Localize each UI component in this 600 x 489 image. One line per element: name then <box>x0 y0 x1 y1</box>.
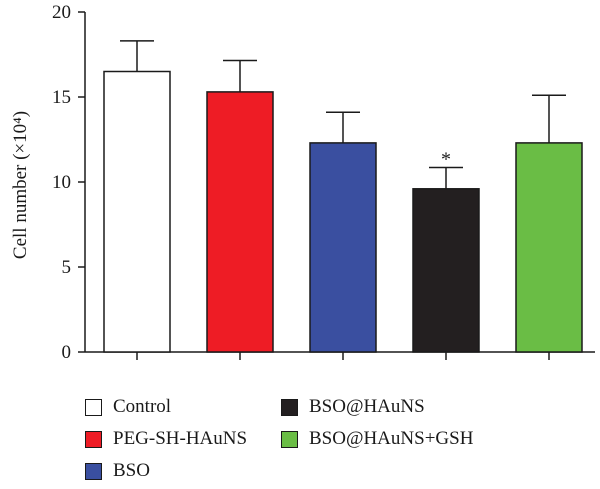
legend-item-bso-hauns-gsh: BSO@HAuNS+GSH <box>281 427 473 451</box>
legend-item-bso: BSO <box>85 459 150 483</box>
bars: * <box>103 40 583 353</box>
y-tick-label: 20 <box>52 2 71 23</box>
legend-item-peg-sh-hauns: PEG-SH-HAuNS <box>85 427 247 451</box>
legend-swatch <box>85 462 102 480</box>
y-tick-label: 5 <box>62 257 72 278</box>
y-axis-label: Cell number (×10⁴) <box>10 111 31 259</box>
y-tick-label: 10 <box>52 172 71 193</box>
significance-marker: * <box>441 149 451 171</box>
legend-item-control: Control <box>85 395 171 419</box>
bar-peg-sh-hauns <box>206 91 274 353</box>
legend-swatch <box>281 398 298 416</box>
legend-swatch <box>85 398 102 416</box>
bar-bso-hauns <box>412 188 480 353</box>
legend-label: BSO@HAuNS+GSH <box>309 428 474 449</box>
y-tick-label: 15 <box>52 87 71 108</box>
bar-chart: 0 5 10 15 20 * Cell number (×10⁴) <box>10 2 595 363</box>
legend-swatch <box>281 430 298 448</box>
bar-bso <box>309 142 377 353</box>
legend: Control PEG-SH-HAuNS BSO BSO@HAuNS BSO@H… <box>85 393 585 489</box>
bar-bso-hauns-gsh <box>515 142 583 353</box>
legend-label: BSO <box>113 460 150 481</box>
legend-label: BSO@HAuNS <box>309 396 425 417</box>
legend-swatch <box>85 430 102 448</box>
legend-label: PEG-SH-HAuNS <box>113 428 248 449</box>
legend-label: Control <box>113 396 172 417</box>
y-tick-label: 0 <box>62 342 72 363</box>
bar-control <box>103 70 171 353</box>
legend-item-bso-hauns: BSO@HAuNS <box>281 395 425 419</box>
